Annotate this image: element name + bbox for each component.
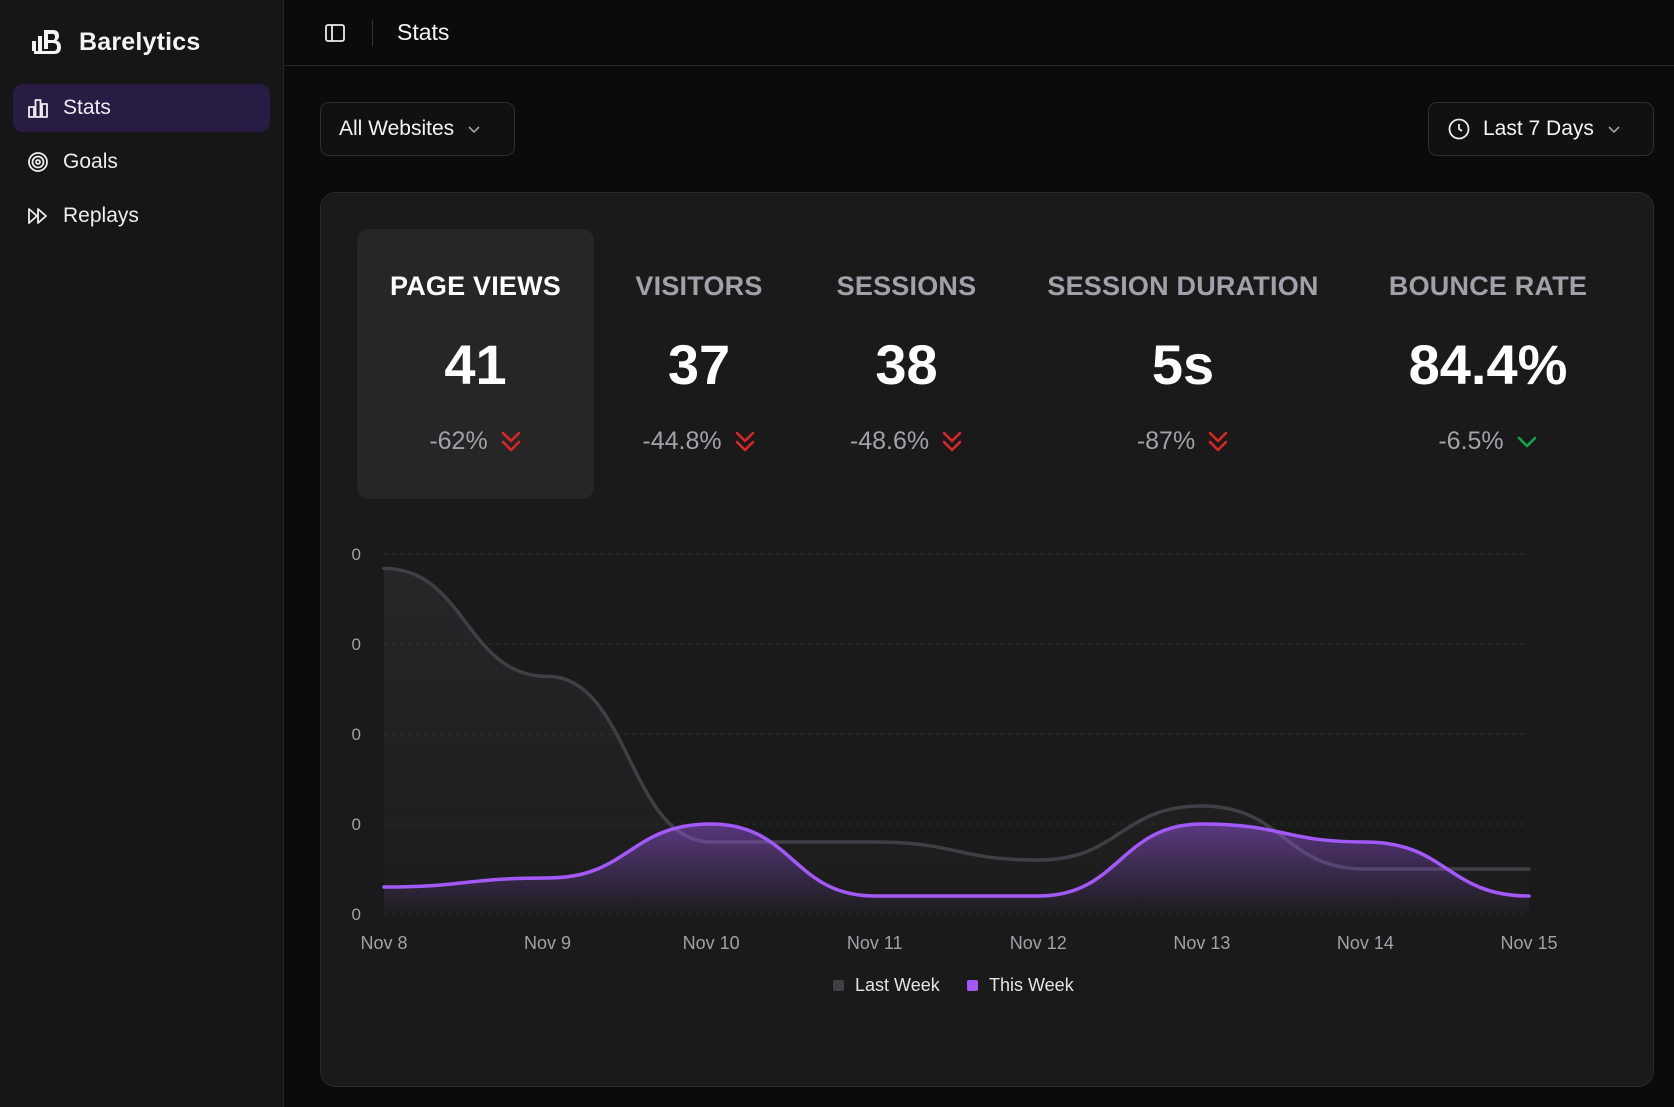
x-tick-label: Nov 11: [847, 933, 903, 953]
metric-change-value: -62%: [429, 427, 488, 455]
fast-forward-icon: [28, 208, 47, 224]
page-title: Stats: [397, 19, 450, 45]
brand[interactable]: Barelytics: [13, 0, 270, 84]
metric-change-value: -48.6%: [849, 427, 930, 455]
metric-page-views[interactable]: PAGE VIEWS 41 -62%: [357, 229, 594, 499]
metric-value: 5s: [1151, 333, 1215, 396]
sidebar: Barelytics Stats Goals: [0, 0, 284, 1107]
metric-change-value: -44.8%: [642, 427, 722, 455]
chart-area: 0 0 0 0 0 Nov 8 Nov 9 Nov 10 Nov 11 Nov 12 Nov 13…: [321, 533, 1655, 1078]
sidebar-item-stats[interactable]: Stats: [13, 84, 270, 132]
legend-swatch: [833, 980, 844, 991]
y-tick-label: 0: [352, 635, 361, 654]
chevron-down-icon: [468, 126, 480, 134]
metric-change-value: -6.5%: [1438, 427, 1504, 455]
target-icon: [28, 152, 48, 172]
topbar: Stats: [284, 0, 1674, 66]
sidebar-item-label: Replays: [63, 204, 139, 227]
metric-bounce-rate[interactable]: BOUNCE RATE 84.4% -6.5%: [1357, 229, 1619, 499]
legend-label[interactable]: This Week: [989, 975, 1075, 995]
filters-bar: All Websites Last 7 Days: [320, 102, 1654, 156]
metric-value: 38: [875, 333, 938, 396]
y-tick-label: 0: [352, 905, 361, 924]
sidebar-item-label: Goals: [63, 150, 118, 173]
double-chevron-down-icon: [735, 431, 754, 451]
metric-value: 37: [667, 333, 731, 396]
metric-label: PAGE VIEWS: [389, 271, 562, 301]
x-tick-label: Nov 8: [360, 933, 407, 953]
metrics-row: PAGE VIEWS 41 -62% VISITORS 37 -44.8%: [357, 229, 1619, 499]
line-chart: 0 0 0 0 0 Nov 8 Nov 9 Nov 10 Nov 11 Nov 12 Nov 13…: [352, 545, 1558, 995]
metric-session-duration[interactable]: SESSION DURATION 5s -87%: [1009, 229, 1357, 499]
date-range-select[interactable]: Last 7 Days: [1428, 102, 1654, 156]
logo-icon: [32, 30, 61, 54]
metric-label: SESSIONS: [836, 271, 977, 301]
x-tick-label: Nov 14: [1337, 933, 1394, 953]
sidebar-item-label: Stats: [63, 96, 111, 119]
clock-icon: [1448, 118, 1470, 140]
chart-y-axis: 0 0 0 0 0: [352, 545, 361, 924]
legend-label[interactable]: Last Week: [855, 975, 941, 995]
sidebar-nav: Stats Goals Replays: [13, 84, 270, 240]
metric-label: BOUNCE RATE: [1388, 271, 1588, 301]
metric-sessions[interactable]: SESSIONS 38 -48.6%: [804, 229, 1009, 499]
legend-swatch: [967, 980, 978, 991]
double-chevron-down-icon: [1208, 431, 1228, 451]
x-tick-label: Nov 13: [1173, 933, 1230, 953]
chart-legend[interactable]: Last Week This Week: [833, 975, 1075, 995]
chevron-down-icon: [1608, 126, 1620, 134]
main-panel: Stats All Websites Last 7 Days: [284, 0, 1674, 1107]
series-this-week-line: [382, 822, 1531, 898]
topbar-divider: [372, 19, 373, 46]
metric-visitors[interactable]: VISITORS 37 -44.8%: [594, 229, 804, 499]
sidebar-item-replays[interactable]: Replays: [13, 192, 270, 240]
x-tick-label: Nov 12: [1010, 933, 1067, 953]
x-tick-label: Nov 15: [1500, 933, 1557, 953]
metric-value: 41: [444, 333, 507, 396]
metric-change: -48.6%: [850, 427, 963, 456]
series-this-week-area: [384, 824, 1529, 914]
y-tick-label: 0: [352, 545, 361, 564]
sidebar-toggle-button[interactable]: [322, 20, 348, 46]
brand-name: Barelytics: [79, 27, 201, 56]
y-tick-label: 0: [352, 725, 361, 744]
chevron-down-icon: [1517, 436, 1536, 447]
metric-value: 84.4%: [1408, 333, 1568, 396]
metric-change: -87%: [1137, 427, 1229, 456]
metric-change: -6.5%: [1438, 427, 1537, 456]
sidebar-toggle-icon: [325, 23, 345, 42]
double-chevron-down-icon: [942, 431, 962, 451]
chart-x-axis: Nov 8 Nov 9 Nov 10 Nov 11 Nov 12 Nov 13 Nov 14…: [360, 933, 1557, 953]
website-select[interactable]: All Websites: [320, 102, 515, 156]
x-tick-label: Nov 9: [524, 933, 571, 953]
metric-change: -62%: [429, 427, 521, 456]
metric-label: VISITORS: [635, 271, 763, 301]
metric-change-value: -87%: [1136, 427, 1196, 455]
website-select-value: All Websites: [339, 117, 455, 140]
date-range-value: Last 7 Days: [1483, 117, 1594, 140]
bar-chart-icon: [28, 99, 48, 118]
stats-content: All Websites Last 7 Days PAGE VIEWS: [284, 66, 1674, 1087]
metric-change: -44.8%: [642, 427, 755, 456]
chart-series: [382, 566, 1531, 914]
metric-label: SESSION DURATION: [1047, 271, 1319, 301]
y-tick-label: 0: [352, 815, 361, 834]
sidebar-item-goals[interactable]: Goals: [13, 138, 270, 186]
stats-card: PAGE VIEWS 41 -62% VISITORS 37 -44.8%: [320, 192, 1654, 1087]
double-chevron-down-icon: [501, 431, 520, 451]
x-tick-label: Nov 10: [683, 933, 740, 953]
